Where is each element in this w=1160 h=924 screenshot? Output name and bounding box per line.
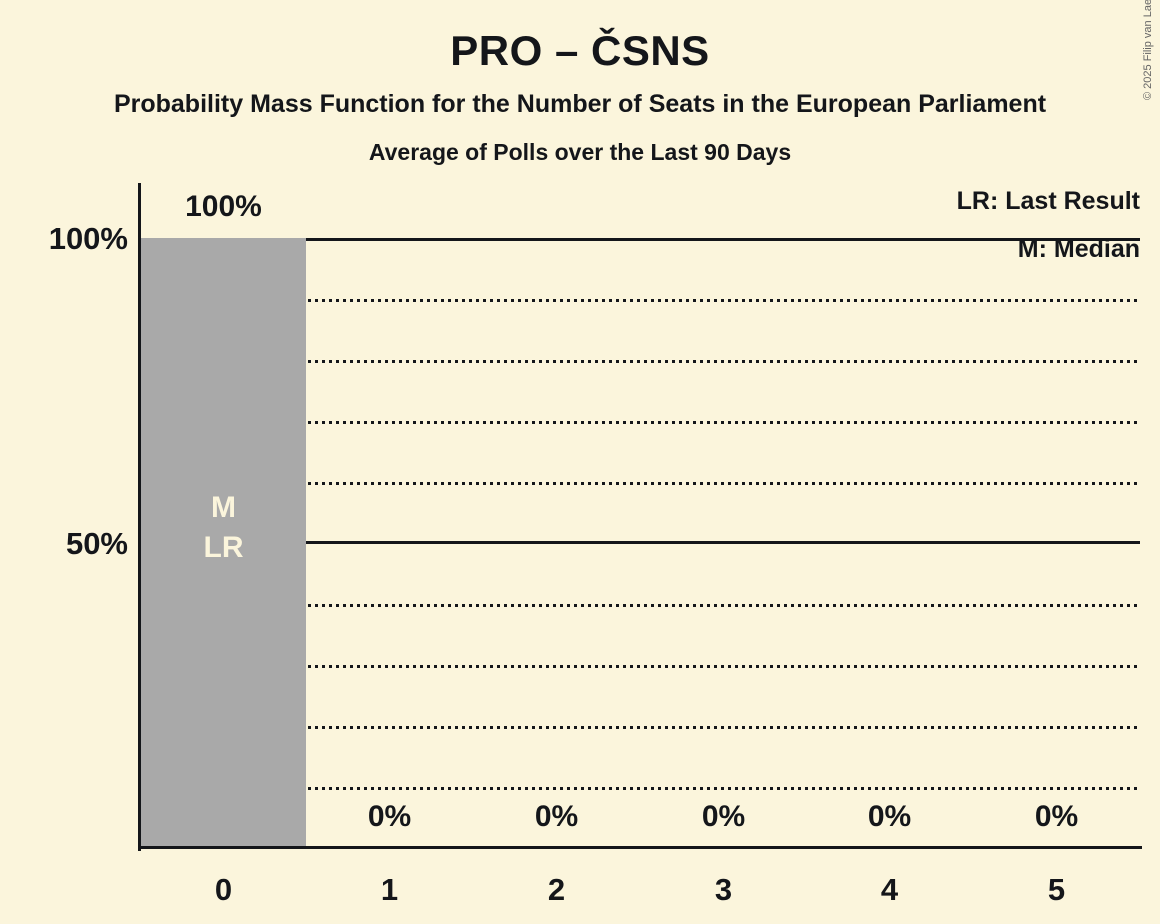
bar-value-label-2: 0% (534, 800, 579, 833)
legend-median: M: Median (1017, 235, 1140, 263)
bar-value-label-4: 0% (867, 800, 912, 833)
gridline-20 (140, 726, 1140, 729)
gridline-50 (140, 541, 1140, 544)
last-result-marker: LR (203, 531, 244, 564)
legend-last-result: LR: Last Result (956, 187, 1140, 215)
x-tick-2: 2 (547, 872, 566, 907)
gridline-100 (140, 238, 1140, 241)
x-axis-line (138, 846, 1142, 849)
copyright-notice: © 2025 Filip van Laenen (1142, 0, 1154, 100)
chart-subtitle: Probability Mass Function for the Number… (113, 90, 1047, 118)
gridline-10 (140, 787, 1140, 790)
bar-seats-0 (141, 238, 306, 848)
y-axis-line (138, 183, 141, 851)
bar-value-label-1: 0% (367, 800, 412, 833)
gridline-80 (140, 360, 1140, 363)
y-tick-50: 50% (65, 526, 128, 561)
bar-value-label-5: 0% (1034, 800, 1079, 833)
x-tick-4: 4 (880, 872, 899, 907)
chart-subtitle-2: Average of Polls over the Last 90 Days (368, 139, 792, 165)
median-marker: M (211, 491, 236, 524)
y-tick-100: 100% (48, 221, 128, 256)
page-title: PRO – ČSNS (450, 27, 710, 74)
gridline-60 (140, 482, 1140, 485)
gridline-40 (140, 604, 1140, 607)
x-tick-0: 0 (214, 872, 233, 907)
bar-value-label-3: 0% (701, 800, 746, 833)
x-tick-3: 3 (714, 872, 733, 907)
x-tick-5: 5 (1047, 872, 1066, 907)
x-tick-1: 1 (380, 872, 399, 907)
gridline-70 (140, 421, 1140, 424)
gridline-90 (140, 299, 1140, 302)
gridline-30 (140, 665, 1140, 668)
bar-value-label-0: 100% (185, 190, 262, 223)
